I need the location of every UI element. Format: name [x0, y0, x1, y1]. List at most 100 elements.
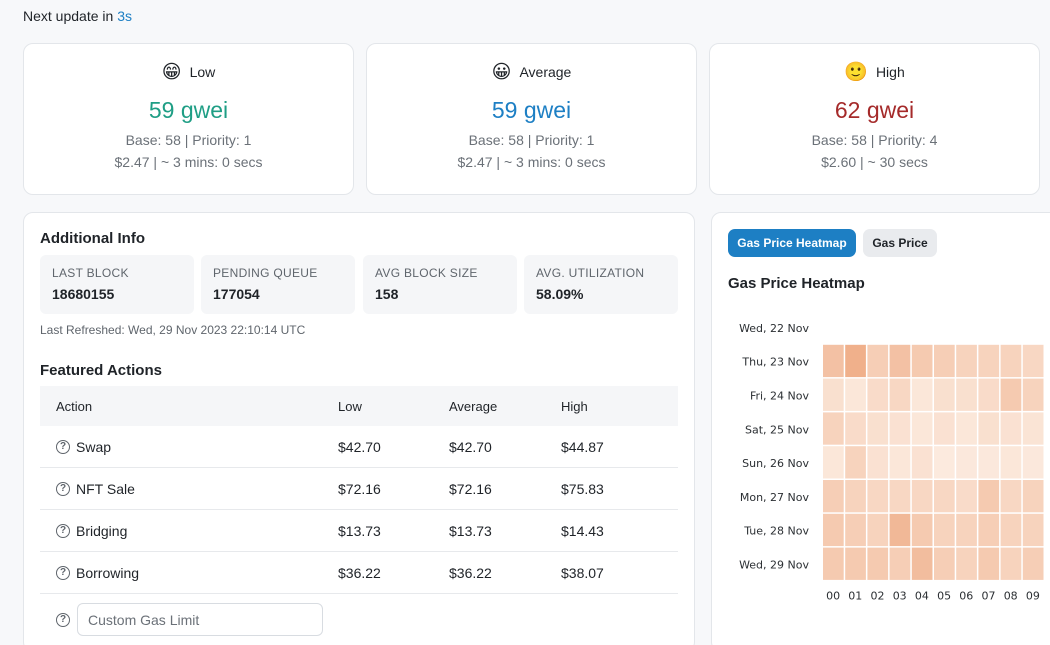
heatmap-cell[interactable]	[845, 446, 866, 479]
heatmap-cell[interactable]	[845, 547, 866, 580]
heatmap-cell[interactable]	[956, 344, 977, 378]
heatmap-cell[interactable]	[1000, 547, 1022, 580]
featured-actions-title: Featured Actions	[40, 362, 162, 379]
heatmap-cell[interactable]	[1022, 513, 1044, 547]
heatmap-cell[interactable]	[978, 344, 1000, 378]
stat-label: AVG BLOCK SIZE	[375, 266, 478, 280]
heatmap-cell[interactable]	[956, 378, 977, 411]
heatmap-cell[interactable]	[867, 513, 889, 547]
heatmap-cell[interactable]	[978, 412, 1000, 445]
heatmap-cell[interactable]	[867, 547, 889, 580]
heatmap-cell[interactable]	[889, 344, 911, 378]
heatmap-cell[interactable]	[889, 378, 911, 411]
heatmap-cell[interactable]	[911, 446, 933, 479]
heatmap-cell[interactable]	[911, 547, 933, 580]
heatmap-cell[interactable]	[867, 378, 889, 411]
heatmap-cell[interactable]	[911, 378, 933, 411]
tab-gas-price[interactable]: Gas Price	[863, 229, 937, 257]
heatmap-cell[interactable]	[845, 344, 866, 378]
heatmap-cell[interactable]	[867, 344, 889, 378]
last-refreshed: Last Refreshed: Wed, 29 Nov 2023 22:10:1…	[40, 323, 306, 337]
table-row: ? Swap $42.70 $42.70 $44.87	[40, 426, 678, 468]
heatmap-cell[interactable]	[889, 480, 911, 513]
heatmap-day-label: Tue, 28 Nov	[743, 525, 809, 538]
cell-low: $13.73	[338, 522, 381, 539]
heatmap-cell[interactable]	[934, 513, 955, 547]
heatmap-cell[interactable]	[845, 378, 866, 411]
heatmap-day-label: Mon, 27 Nov	[740, 491, 810, 504]
heatmap-cell[interactable]	[934, 378, 955, 411]
heatmap-cell[interactable]	[978, 513, 1000, 547]
heatmap-cell[interactable]	[823, 344, 844, 378]
heatmap-cell[interactable]	[978, 480, 1000, 513]
next-update-countdown: 3s	[117, 8, 132, 24]
heatmap-cell[interactable]	[889, 412, 911, 445]
heatmap-cell[interactable]	[934, 412, 955, 445]
cell-high: $14.43	[561, 522, 604, 539]
heatmap-cell[interactable]	[978, 446, 1000, 479]
help-icon[interactable]: ?	[56, 439, 70, 454]
heatmap-cell[interactable]	[978, 547, 1000, 580]
help-icon[interactable]: ?	[56, 523, 70, 538]
heatmap-cell[interactable]	[911, 480, 933, 513]
heatmap-cell[interactable]	[1000, 480, 1022, 513]
heatmap-cell[interactable]	[956, 412, 977, 445]
heatmap-cell[interactable]	[934, 344, 955, 378]
heatmap-cell[interactable]	[956, 547, 977, 580]
heatmap-cell[interactable]	[823, 480, 844, 513]
heatmap-cell[interactable]	[1000, 412, 1022, 445]
heatmap-hour-label: 06	[959, 589, 973, 602]
stat-last-block: LAST BLOCK 18680155	[40, 255, 194, 314]
heatmap-cell[interactable]	[867, 480, 889, 513]
heatmap-cell[interactable]	[1022, 344, 1044, 378]
tab-gas-price-heatmap[interactable]: Gas Price Heatmap	[728, 229, 856, 257]
help-icon[interactable]: ?	[56, 481, 70, 496]
heatmap-cell[interactable]	[1000, 513, 1022, 547]
heatmap-cell[interactable]	[823, 446, 844, 479]
heatmap-cell[interactable]	[1000, 344, 1022, 378]
heatmap-cell[interactable]	[845, 412, 866, 445]
heatmap-cell[interactable]	[956, 480, 977, 513]
table-row: ? NFT Sale $72.16 $72.16 $75.83	[40, 468, 678, 510]
custom-gas-limit-input[interactable]	[77, 603, 323, 636]
heatmap-cell[interactable]	[867, 412, 889, 445]
heatmap-hour-label: 07	[982, 589, 996, 602]
heatmap-cell[interactable]	[1000, 378, 1022, 411]
cell-high: $38.07	[561, 564, 604, 581]
heatmap-cell[interactable]	[823, 378, 844, 411]
heatmap-cell[interactable]	[934, 446, 955, 479]
heatmap-cell[interactable]	[889, 446, 911, 479]
heatmap-cell[interactable]	[845, 513, 866, 547]
heatmap-cell[interactable]	[978, 378, 1000, 411]
heatmap-cell[interactable]	[956, 513, 977, 547]
cell-average: $36.22	[449, 564, 492, 581]
heatmap-cell[interactable]	[911, 412, 933, 445]
heatmap-cell[interactable]	[1022, 378, 1044, 411]
heatmap-cell[interactable]	[823, 513, 844, 547]
heatmap-cell[interactable]	[867, 446, 889, 479]
heatmap-cell[interactable]	[889, 547, 911, 580]
stat-value: 58.09%	[536, 286, 584, 302]
heatmap-cell[interactable]	[889, 513, 911, 547]
heatmap-cell[interactable]	[911, 513, 933, 547]
heatmap-cell[interactable]	[1022, 547, 1044, 580]
heatmap-cell[interactable]	[956, 446, 977, 479]
heatmap-cell[interactable]	[1022, 412, 1044, 445]
heatmap-cell[interactable]	[934, 480, 955, 513]
action-name: NFT Sale	[76, 480, 135, 497]
slight-smile-icon: 🙂	[844, 60, 868, 83]
heatmap-cell[interactable]	[823, 547, 844, 580]
heatmap-cell[interactable]	[1022, 480, 1044, 513]
column-header-low: Low	[338, 398, 362, 414]
tier-label: Average	[519, 64, 572, 80]
tier-label: High	[875, 64, 905, 80]
heatmap-cell[interactable]	[845, 480, 866, 513]
heatmap-cell[interactable]	[934, 547, 955, 580]
heatmap-cell[interactable]	[911, 344, 933, 378]
help-icon[interactable]: ?	[56, 565, 70, 580]
heatmap-cell[interactable]	[1000, 446, 1022, 479]
heatmap-cell[interactable]	[1022, 446, 1044, 479]
heatmap-cell[interactable]	[823, 412, 844, 445]
help-icon[interactable]: ?	[56, 612, 70, 627]
stat-value: 158	[375, 286, 399, 302]
